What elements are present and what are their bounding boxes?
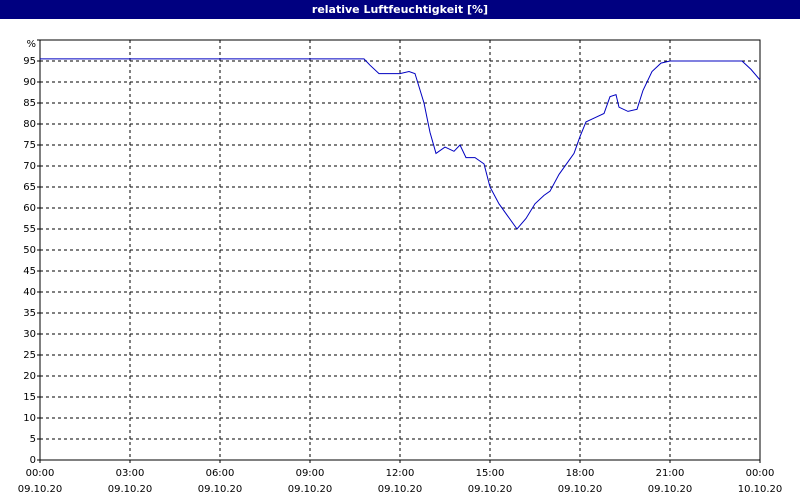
x-tick-label: 00:00	[746, 468, 775, 479]
y-tick-label: %	[26, 39, 36, 50]
x-tick-label: 21:00	[656, 468, 685, 479]
x-tick-date: 09.10.20	[558, 484, 603, 495]
x-tick-label: 06:00	[206, 468, 235, 479]
data-line	[40, 58, 761, 230]
y-tick-label: 15	[23, 392, 36, 403]
x-tick-date: 10.10.20	[738, 484, 783, 495]
y-tick-label: 85	[23, 98, 36, 109]
x-tick-label: 12:00	[386, 468, 415, 479]
y-tick-label: 30	[23, 329, 36, 340]
y-tick-label: 35	[23, 308, 36, 319]
y-tick-label: 95	[23, 56, 36, 67]
y-tick-label: 0	[30, 455, 36, 466]
x-tick-date: 09.10.20	[198, 484, 243, 495]
x-tick-label: 18:00	[566, 468, 595, 479]
y-tick-label: 25	[23, 350, 36, 361]
x-tick-date: 09.10.20	[108, 484, 153, 495]
y-tick-label: 55	[23, 224, 36, 235]
y-tick-label: 10	[23, 413, 36, 424]
y-tick-label: 70	[23, 161, 36, 172]
y-tick-label: 50	[23, 245, 36, 256]
y-tick-label: 65	[23, 182, 36, 193]
title-bar	[0, 0, 800, 19]
x-tick-date: 09.10.20	[288, 484, 333, 495]
x-tick-label: 00:00	[26, 468, 55, 479]
y-tick-label: 20	[23, 371, 36, 382]
y-tick-label: 5	[30, 434, 36, 445]
x-tick-label: 03:00	[116, 468, 145, 479]
y-tick-label: 60	[23, 203, 36, 214]
y-tick-label: 40	[23, 287, 36, 298]
chart-title: relative Luftfeuchtigkeit [%]	[312, 3, 488, 16]
x-tick-date: 09.10.20	[648, 484, 693, 495]
y-tick-label: 80	[23, 119, 36, 130]
x-tick-date: 09.10.20	[18, 484, 63, 495]
x-tick-label: 09:00	[296, 468, 325, 479]
x-tick-label: 15:00	[476, 468, 505, 479]
y-tick-label: 45	[23, 266, 36, 277]
x-tick-date: 09.10.20	[378, 484, 423, 495]
x-tick-date: 09.10.20	[468, 484, 513, 495]
y-tick-label: 90	[23, 77, 36, 88]
y-tick-label: 75	[23, 140, 36, 151]
